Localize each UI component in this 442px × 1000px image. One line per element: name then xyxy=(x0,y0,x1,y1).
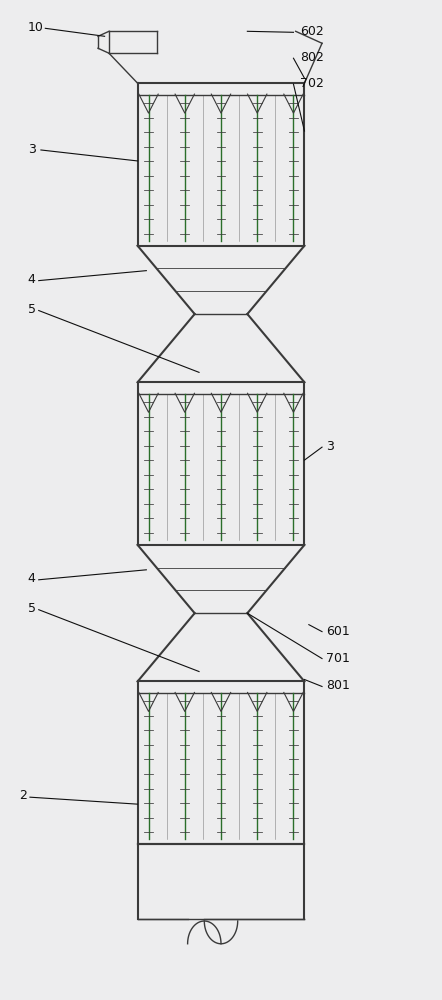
Text: 601: 601 xyxy=(326,625,350,638)
Text: 701: 701 xyxy=(326,652,351,665)
Text: 10: 10 xyxy=(28,21,44,34)
Text: 4: 4 xyxy=(28,273,36,286)
Text: 2: 2 xyxy=(19,789,27,802)
Text: 3: 3 xyxy=(326,440,334,453)
Text: 5: 5 xyxy=(28,303,36,316)
Text: 5: 5 xyxy=(28,602,36,615)
Text: 3: 3 xyxy=(28,143,36,156)
Text: 702: 702 xyxy=(300,77,324,90)
Text: 4: 4 xyxy=(28,572,36,585)
Text: 602: 602 xyxy=(300,25,324,38)
Text: 802: 802 xyxy=(300,51,324,64)
Text: 801: 801 xyxy=(326,679,351,692)
